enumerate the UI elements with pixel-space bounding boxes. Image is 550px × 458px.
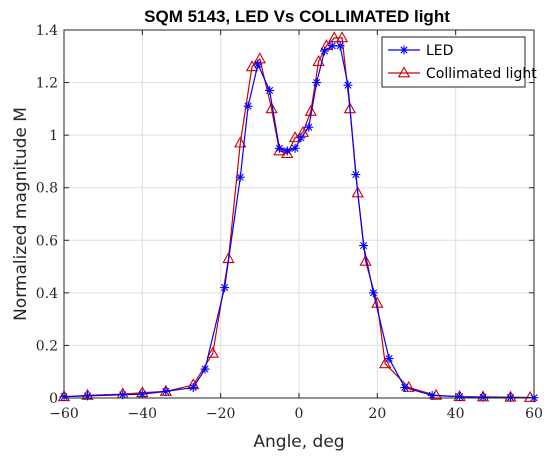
- y-tick-label: 0.2: [36, 338, 58, 354]
- data-point-led: [296, 133, 306, 143]
- y-tick-label: 0: [49, 391, 58, 407]
- data-point-led: [478, 392, 488, 402]
- data-point-led: [83, 391, 92, 401]
- data-point-collimated-light: [234, 136, 247, 148]
- legend-marker: [399, 45, 409, 55]
- x-tick-label: −60: [49, 406, 79, 422]
- data-point-led: [161, 386, 171, 396]
- series-line-led: [63, 45, 535, 399]
- data-point-led: [304, 122, 314, 132]
- data-point-led: [400, 382, 410, 392]
- x-tick-label: 0: [295, 406, 304, 422]
- data-point-led: [455, 392, 465, 402]
- legend: LED Collimated light: [381, 36, 537, 88]
- legend-entry-collimated-light: Collimated light: [388, 66, 537, 82]
- data-point-collimated-light: [359, 254, 372, 266]
- y-tick-label: 1: [49, 128, 58, 144]
- plot-frame: [63, 29, 535, 399]
- x-tick-label: −20: [206, 406, 236, 422]
- data-point-led: [220, 283, 230, 293]
- data-point-led: [359, 241, 369, 251]
- data-point-led: [200, 364, 210, 374]
- data-point-led: [312, 78, 322, 88]
- data-point-led: [335, 41, 345, 51]
- data-point-led: [343, 80, 353, 90]
- data-point-led: [506, 392, 515, 402]
- y-axis-label: Normalized magnitude M: [11, 107, 31, 321]
- legend-label: LED: [426, 43, 453, 59]
- data-point-led: [188, 382, 198, 392]
- data-point-collimated-light: [281, 146, 294, 158]
- legend-marker: [397, 66, 411, 78]
- y-tick-label: 1.4: [36, 23, 58, 39]
- data-point-collimated-light: [328, 31, 341, 43]
- y-tick-label: 0.8: [36, 181, 58, 197]
- x-tick-label: 60: [525, 406, 543, 422]
- x-tick-label: 40: [447, 406, 465, 422]
- data-point-led: [274, 143, 284, 153]
- data-point-led: [384, 354, 394, 364]
- data-point-collimated-light: [265, 102, 278, 114]
- data-point-led: [235, 172, 245, 182]
- x-tick-label: −40: [128, 406, 158, 422]
- x-tick-label: 20: [368, 406, 386, 422]
- data-point-led: [351, 170, 361, 180]
- legend-box: [381, 36, 526, 88]
- data-point-collimated-light: [288, 131, 302, 143]
- legend-label: Collimated light: [426, 66, 537, 82]
- y-axis-ticks: 0 0.2 0.4 0.6 0.8 1 1.2 1.4: [36, 23, 534, 407]
- data-point-led: [368, 288, 378, 298]
- y-tick-label: 0.4: [36, 286, 58, 302]
- data-point-collimated-light: [206, 346, 219, 358]
- data-point-collimated-light: [273, 144, 286, 156]
- data-point-led: [427, 390, 437, 400]
- series-layer: [57, 31, 539, 403]
- data-point-collimated-light: [379, 357, 392, 369]
- data-point-led: [290, 143, 300, 153]
- data-point-collimated-light: [245, 60, 259, 72]
- series-led: [59, 41, 539, 403]
- data-point-led: [327, 41, 337, 51]
- legend-entry-led: LED: [388, 43, 453, 59]
- data-point-led: [137, 389, 147, 399]
- data-point-led: [265, 85, 275, 95]
- y-tick-label: 0.6: [36, 233, 58, 249]
- data-point-led: [253, 59, 263, 69]
- data-point-collimated-light: [335, 31, 349, 43]
- x-axis-label: Angle, deg: [253, 432, 344, 452]
- chart-title: SQM 5143, LED Vs COLLIMATED light: [144, 7, 450, 26]
- data-point-collimated-light: [312, 54, 325, 66]
- data-point-led: [243, 101, 253, 111]
- data-point-led: [282, 146, 292, 156]
- y-tick-label: 1.2: [36, 76, 58, 92]
- data-point-led: [319, 46, 329, 56]
